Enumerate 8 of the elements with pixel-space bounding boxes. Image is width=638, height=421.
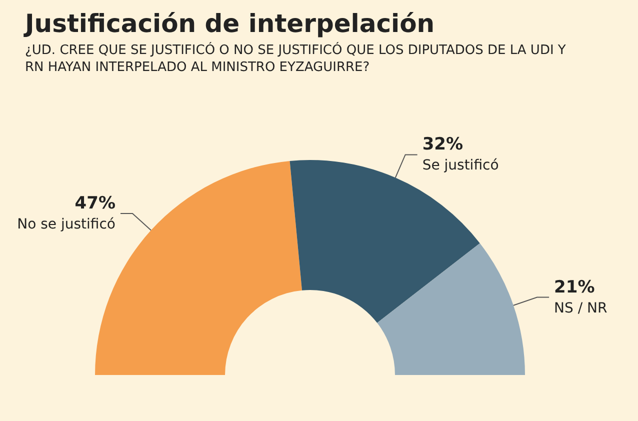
slice-label: No se justificó: [17, 216, 116, 232]
data-label: 32%: [422, 134, 464, 155]
slice-label: Se justificó: [422, 158, 499, 174]
chart-subtitle: ¿UD. CREE QUE SE JUSTIFICÓ O NO SE JUSTIFICÓ QUE LOS DIPUTADOS DE LA UDI Y RN HAYAN INTERPELADO AL MINISTRO EYZAGUIRRE?: [25, 41, 570, 75]
data-label: 47%: [74, 193, 116, 214]
chart-title: Justificación de interpelación: [23, 9, 435, 38]
data-label: 21%: [554, 277, 595, 298]
slice-label: NS / NR: [554, 300, 608, 316]
